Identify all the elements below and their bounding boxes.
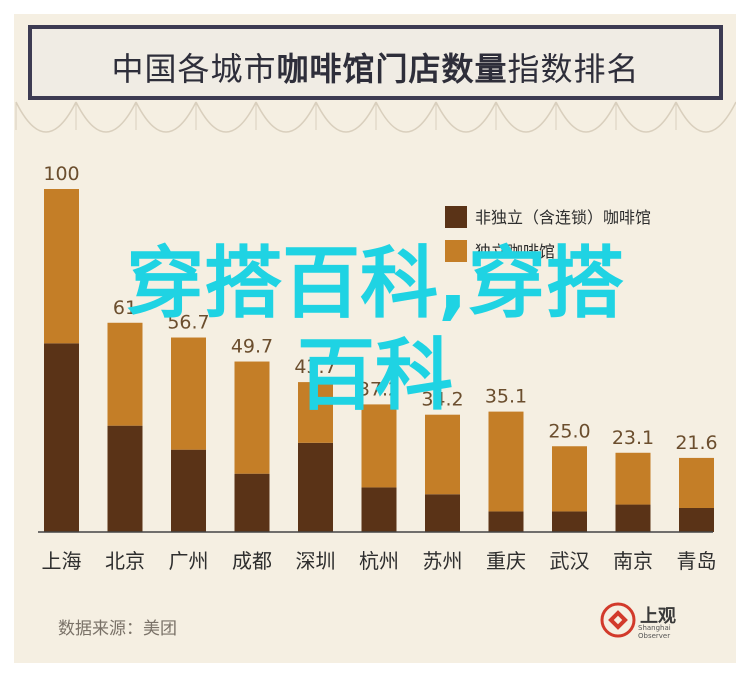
- bar-chain-0: [44, 343, 79, 532]
- bar-chain-1: [107, 425, 143, 532]
- legend-swatch-1: [445, 240, 467, 262]
- legend-swatch-0: [445, 206, 467, 228]
- value-label-5: 37.2: [358, 378, 400, 400]
- awning-scallop: [75, 101, 137, 133]
- title-part-3: 指数排名: [507, 50, 640, 88]
- bar-chain-6: [425, 494, 460, 532]
- title-banner-inner: 中国各城市咖啡馆门店数量指数排名: [32, 29, 719, 96]
- value-label-6: 34.2: [421, 389, 463, 411]
- awning-scallop: [435, 101, 497, 133]
- value-labels: 100 61 56.7 49.7 43.7 37.2 34.2 35.1 25.0 23.1 21.…: [43, 163, 717, 454]
- awning-scallop: [555, 101, 617, 133]
- value-label-7: 35.1: [485, 386, 527, 408]
- x-tick-label-4: 深圳: [296, 549, 336, 573]
- x-tick-label-0: 上海: [42, 549, 82, 573]
- value-label-4: 43.7: [294, 356, 336, 378]
- bar-chain-9: [615, 504, 651, 532]
- value-label-2: 56.7: [167, 312, 209, 334]
- value-label-1: 61: [113, 297, 137, 319]
- bar-independent-10: [679, 457, 714, 508]
- bar-chain-5: [361, 487, 397, 532]
- awning-scallop: [375, 101, 437, 133]
- bars: [44, 189, 714, 532]
- bar-independent-8: [552, 446, 587, 512]
- source-note: 数据来源：美团: [58, 619, 177, 639]
- chart-title: 中国各城市咖啡馆门店数量指数排名: [32, 44, 719, 90]
- awning-scallop: [195, 101, 257, 133]
- awning-scallop: [135, 101, 197, 133]
- x-tick-label-7: 重庆: [486, 549, 526, 573]
- awning-scallop: [15, 101, 77, 133]
- bar-independent-4: [298, 382, 333, 443]
- value-label-3: 49.7: [231, 336, 273, 358]
- x-tick-label-2: 广州: [169, 549, 209, 573]
- logo-icon: [600, 602, 636, 638]
- title-banner: 中国各城市咖啡馆门店数量指数排名: [28, 25, 723, 100]
- x-tick-label-1: 北京: [105, 549, 145, 573]
- bar-chain-4: [298, 442, 333, 532]
- logo-name: 上观: [640, 606, 676, 627]
- value-label-10: 21.6: [675, 432, 717, 454]
- x-tick-label-9: 南京: [613, 549, 653, 573]
- bar-independent-2: [171, 337, 206, 450]
- value-label-8: 25.0: [548, 420, 590, 442]
- awning-scallop: [255, 101, 317, 133]
- awning-decoration: [15, 101, 736, 133]
- bar-independent-3: [234, 361, 270, 474]
- awning-scallop: [615, 101, 677, 133]
- title-part-2: 咖啡馆门店数量: [276, 50, 508, 88]
- bar-chain-8: [552, 511, 587, 532]
- bar-independent-5: [361, 404, 397, 488]
- bar-independent-0: [44, 189, 79, 344]
- bar-independent-7: [488, 411, 524, 512]
- x-tick-label-5: 杭州: [359, 549, 399, 573]
- legend-label-0: 非独立（含连锁）咖啡馆: [475, 208, 651, 227]
- awning-scallop: [315, 101, 377, 133]
- bar-chain-10: [679, 507, 714, 532]
- x-tick-label-8: 武汉: [550, 549, 590, 573]
- x-axis-tick-labels: 上海 北京 广州 成都 深圳 杭州 苏州 重庆 武汉 南京 青岛: [42, 549, 717, 573]
- bar-chain-2: [171, 449, 206, 532]
- awning-scallop: [495, 101, 557, 133]
- bar-independent-9: [615, 452, 651, 505]
- value-label-0: 100: [43, 163, 79, 185]
- x-tick-label-3: 成都: [232, 549, 272, 573]
- bar-independent-1: [107, 322, 143, 426]
- x-tick-label-6: 苏州: [423, 549, 463, 573]
- x-tick-label-10: 青岛: [677, 549, 717, 573]
- shanghai-observer-logo: 上观 Shanghai Observer: [600, 600, 700, 640]
- bar-chain-3: [234, 473, 270, 532]
- bar-chain-7: [488, 511, 524, 532]
- title-part-1: 中国各城市: [111, 50, 277, 88]
- legend-label-1: 独立咖啡馆: [475, 242, 555, 261]
- awning-scallop: [675, 101, 736, 133]
- logo-subtitle: Shanghai Observer: [638, 624, 671, 640]
- value-label-9: 23.1: [612, 427, 654, 449]
- bar-independent-6: [425, 414, 460, 495]
